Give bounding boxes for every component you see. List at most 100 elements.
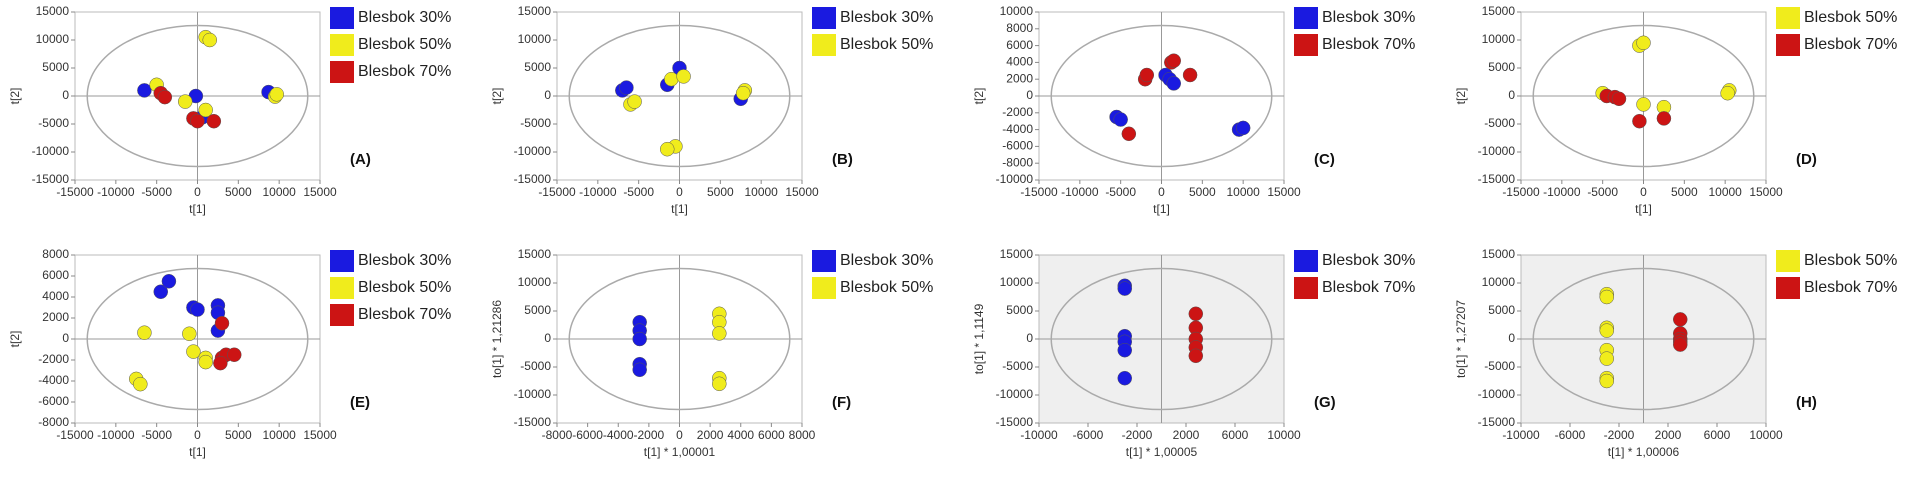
y-tick-label: 6000 — [1006, 38, 1033, 52]
x-tick-label: 5000 — [225, 185, 252, 199]
x-tick-label: 10000 — [262, 185, 296, 199]
y-tick-label: -5000 — [1484, 116, 1515, 130]
y-tick-label: -4000 — [1002, 122, 1033, 136]
x-tick-label: 15000 — [1267, 185, 1301, 199]
x-tick-label: 8000 — [789, 428, 816, 442]
confidence-ellipse — [1532, 24, 1755, 168]
data-point — [1599, 323, 1614, 338]
x-tick-label: -10000 — [1061, 185, 1099, 199]
x-tick-label: 0 — [1640, 185, 1647, 199]
data-point — [186, 344, 201, 359]
data-point — [1166, 53, 1181, 68]
x-axis-label: t[1] — [189, 445, 206, 459]
data-point — [190, 113, 205, 129]
data-point — [1599, 351, 1614, 366]
y-tick-label: 15000 — [1482, 247, 1516, 261]
x-tick-label: 15000 — [785, 185, 819, 199]
x-tick-label: -15000 — [56, 185, 94, 199]
x-tick-label: -5000 — [1105, 185, 1136, 199]
legend-label: Blesbok 30% — [840, 252, 933, 269]
y-axis-label: to[1] * 1,1149 — [972, 303, 986, 374]
x-tick-label: -6000 — [1073, 428, 1104, 442]
legend-label: Blesbok 70% — [1322, 36, 1415, 53]
legend-swatch — [330, 277, 354, 299]
x-tick-label: 5000 — [225, 428, 252, 442]
panel-label: (C) — [1314, 151, 1335, 168]
legend-swatch — [812, 7, 836, 29]
y-tick-label: -10000 — [996, 387, 1034, 401]
y-tick-label: -5000 — [520, 116, 551, 130]
y-tick-label: -10000 — [514, 144, 552, 158]
legend-swatch — [812, 250, 836, 272]
x-tick-label: 15000 — [303, 185, 337, 199]
y-tick-label: 10000 — [36, 32, 70, 46]
y-tick-label: -10000 — [514, 387, 552, 401]
x-tick-label: -5000 — [141, 428, 172, 442]
legend-swatch — [1294, 34, 1318, 56]
x-tick-label: 0 — [676, 428, 683, 442]
y-tick-label: 10000 — [1000, 275, 1034, 289]
data-point — [1188, 306, 1204, 322]
y-tick-label: -15000 — [1478, 415, 1516, 429]
y-axis-label: t[2] — [8, 331, 22, 348]
y-tick-label: 0 — [1026, 88, 1033, 102]
data-point — [269, 87, 284, 102]
legend-swatch — [330, 34, 354, 56]
x-tick-label: 10000 — [262, 428, 296, 442]
x-tick-label: 10000 — [1226, 185, 1260, 199]
legend-swatch — [1776, 7, 1800, 29]
x-tick-label: -5000 — [1587, 185, 1618, 199]
y-axis-label: t[2] — [1454, 88, 1468, 105]
data-point — [137, 83, 152, 98]
x-tick-label: -4000 — [603, 428, 634, 442]
y-tick-label: 0 — [544, 331, 551, 345]
data-point — [664, 71, 679, 87]
x-axis-label: t[1] — [1635, 202, 1652, 216]
confidence-ellipse — [568, 24, 791, 168]
x-tick-label: -2000 — [1604, 428, 1635, 442]
x-tick-label: -10000 — [579, 185, 617, 199]
legend-label: Blesbok 50% — [1804, 252, 1897, 269]
legend-swatch — [1776, 250, 1800, 272]
legend-swatch — [330, 61, 354, 83]
confidence-ellipse — [568, 267, 791, 411]
confidence-ellipse — [86, 267, 309, 411]
data-point — [190, 302, 205, 317]
data-point — [1117, 342, 1132, 358]
data-point — [198, 354, 213, 370]
confidence-ellipse — [1050, 267, 1273, 411]
data-point — [1599, 373, 1614, 389]
y-tick-label: 2000 — [1006, 71, 1033, 85]
data-point — [1611, 91, 1627, 107]
y-tick-label: 5000 — [1488, 303, 1515, 317]
x-tick-label: -10000 — [1543, 185, 1581, 199]
data-point — [202, 32, 217, 48]
legend-label: Blesbok 50% — [358, 36, 451, 53]
y-tick-label: 0 — [1508, 88, 1515, 102]
legend-swatch — [330, 7, 354, 29]
panel-label: (A) — [350, 151, 371, 168]
panel-label: (D) — [1796, 151, 1817, 168]
y-tick-label: -10000 — [32, 144, 70, 158]
y-axis-label: t[2] — [490, 88, 504, 105]
legend-label: Blesbok 70% — [1804, 36, 1897, 53]
y-tick-label: 15000 — [1000, 247, 1034, 261]
data-point — [1117, 370, 1132, 386]
x-tick-label: 5000 — [1671, 185, 1698, 199]
x-tick-label: -2000 — [1122, 428, 1153, 442]
x-tick-label: -2000 — [634, 428, 665, 442]
x-tick-label: -6000 — [572, 428, 603, 442]
x-tick-label: 15000 — [303, 428, 337, 442]
y-tick-label: 15000 — [518, 4, 552, 18]
data-point — [1673, 337, 1688, 352]
y-tick-label: -10000 — [996, 172, 1034, 186]
y-tick-label: 10000 — [1482, 275, 1516, 289]
y-tick-label: -10000 — [1478, 387, 1516, 401]
data-point — [1117, 281, 1132, 296]
x-axis-label: t[1] * 1,00006 — [1608, 445, 1680, 459]
x-axis-label: t[1] * 1,00001 — [644, 445, 716, 459]
y-tick-label: 0 — [1026, 331, 1033, 345]
data-point — [1599, 289, 1614, 305]
data-point — [178, 94, 193, 109]
